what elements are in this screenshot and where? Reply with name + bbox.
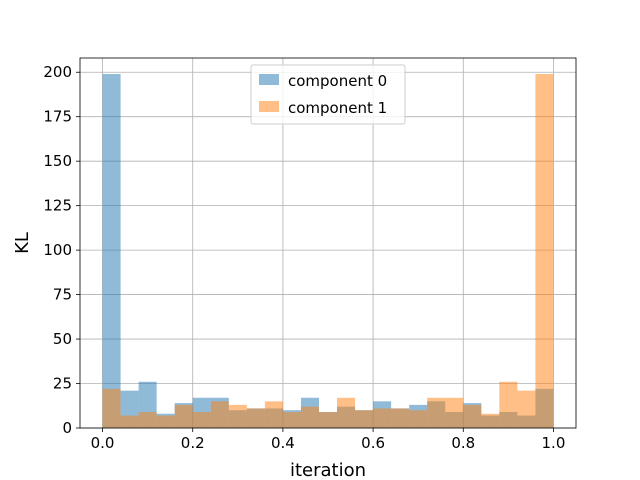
bar-component-1 (192, 411, 211, 428)
y-tick-label: 200 (43, 63, 72, 81)
y-tick-label: 0 (62, 419, 72, 437)
y-axis-label: KL (12, 232, 33, 254)
y-tick-label: 125 (43, 197, 72, 215)
x-tick-label: 0.4 (271, 434, 295, 452)
legend-swatch-component-1 (259, 101, 279, 112)
bar-component-1 (463, 404, 482, 428)
x-tick-label: 0.6 (361, 434, 385, 452)
bar-component-1 (427, 397, 446, 428)
bar-component-1 (445, 397, 464, 428)
bar-component-1 (318, 411, 338, 428)
y-tick-label: 100 (43, 241, 72, 259)
legend: component 0 component 1 (250, 64, 406, 125)
bar-component-1 (517, 390, 536, 428)
y-tick-label: 25 (53, 375, 72, 393)
plot-frame (79, 57, 577, 429)
bar-component-1 (499, 381, 518, 428)
bar-component-1 (535, 74, 554, 428)
bar-component-1 (102, 388, 121, 428)
legend-box (250, 64, 406, 125)
bar-component-0 (102, 74, 121, 428)
bar-component-1 (300, 406, 319, 428)
x-tick-label: 0.0 (91, 434, 115, 452)
bar-component-1 (282, 411, 301, 428)
bar-component-1 (264, 401, 283, 428)
bar-component-1 (210, 401, 229, 428)
bar-component-1 (228, 404, 247, 428)
bar-component-1 (120, 415, 139, 428)
x-tick-label: 0.2 (181, 434, 205, 452)
bar-component-1 (138, 411, 157, 428)
bars (102, 74, 554, 428)
y-tick-label: 175 (43, 108, 72, 126)
bar-component-1 (355, 410, 374, 428)
legend-swatch-component-0 (259, 74, 279, 85)
y-tick-label: 50 (53, 330, 72, 348)
x-tick-label: 1.0 (542, 434, 566, 452)
bar-component-1 (409, 410, 428, 428)
bar-component-1 (174, 404, 193, 428)
x-tick-label: 0.8 (451, 434, 475, 452)
bar-component-1 (481, 413, 500, 428)
x-axis-label: iteration (290, 460, 366, 480)
bar-component-1 (373, 408, 392, 428)
legend-label-component-1: component 1 (288, 99, 387, 117)
ticks: 0.0 0.2 0.4 0.6 0.8 1.0 0 25 50 75 100 125 150 175 200 (43, 63, 565, 452)
bar-component-1 (337, 397, 356, 428)
y-tick-label: 75 (53, 286, 72, 304)
bar-component-1 (246, 408, 265, 428)
bar-component-1 (156, 415, 175, 428)
bar-component-1 (391, 408, 410, 428)
legend-label-component-0: component 0 (288, 72, 387, 90)
y-tick-label: 150 (43, 152, 72, 170)
